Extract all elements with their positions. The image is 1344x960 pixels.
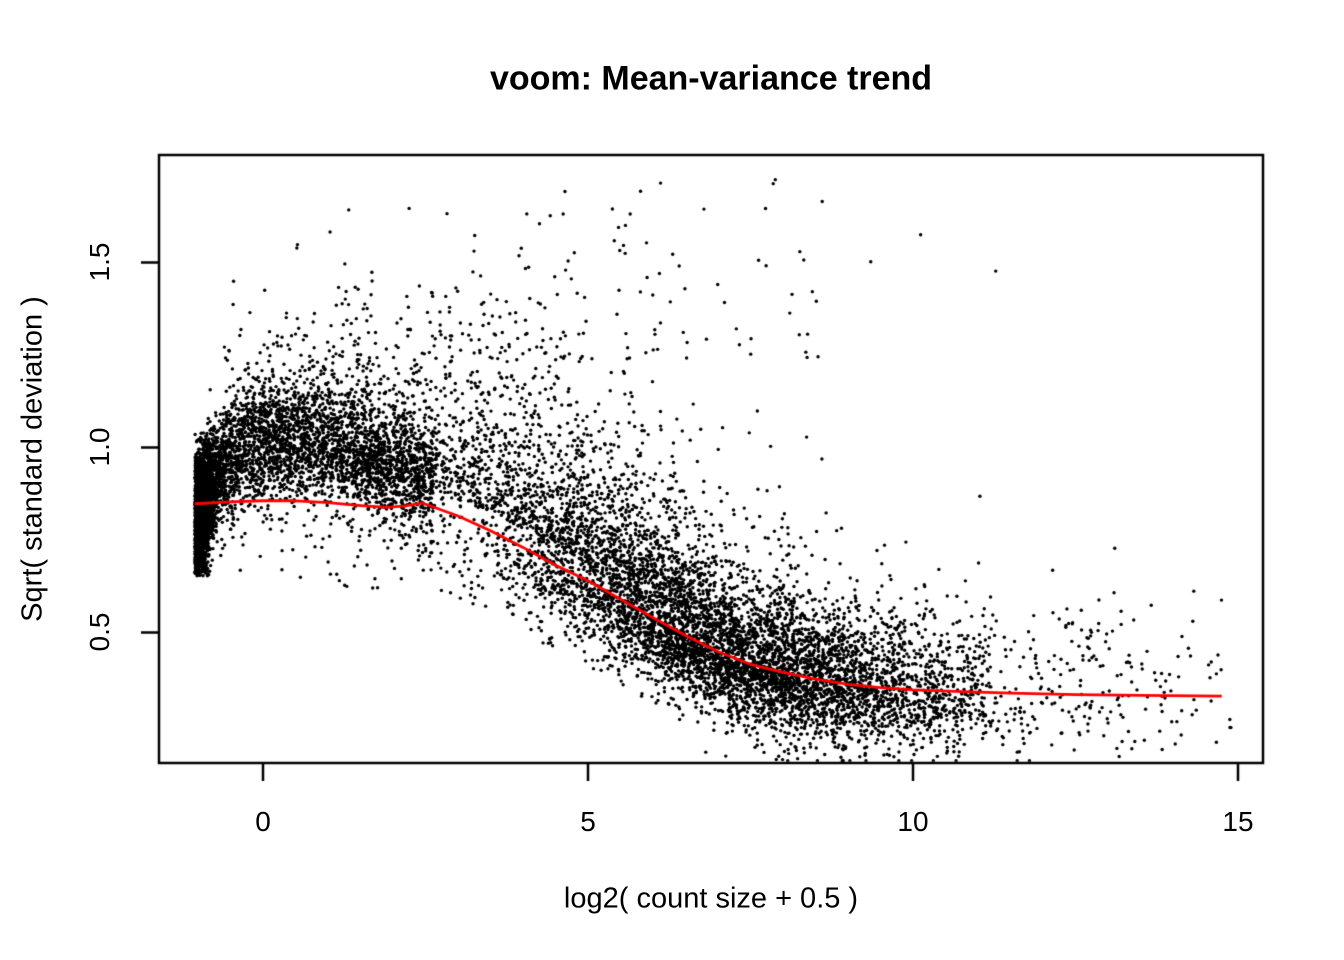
chart-title: voom: Mean-variance trend [489,59,933,98]
y-tick-label-0-5: 0.5 [84,613,115,652]
y-tick-label-1-5: 1.5 [84,243,115,282]
x-tick-label-10: 10 [897,806,929,837]
x-axis-label: log2( count size + 0.5 ) [563,882,859,915]
y-axis-label: Sqrt( standard deviation ) [16,296,49,622]
x-tick-label-5: 5 [580,806,596,837]
x-tick-label-15: 15 [1222,806,1254,837]
y-tick-label-1-0: 1.0 [84,428,115,467]
x-tick-label-0: 0 [255,806,271,837]
